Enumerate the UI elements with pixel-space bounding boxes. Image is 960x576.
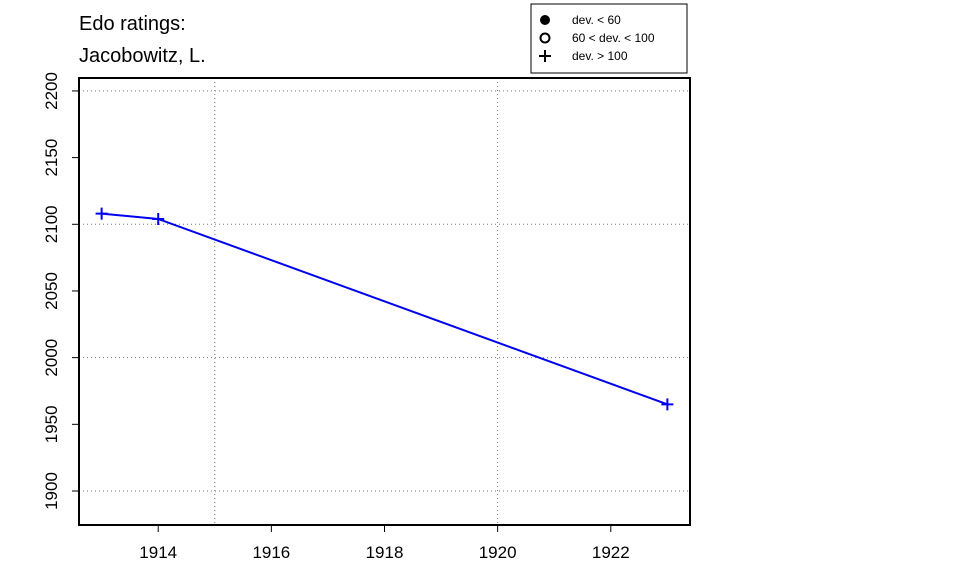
- y-tick-label: 2050: [42, 272, 61, 310]
- legend-symbol: [539, 32, 551, 44]
- y-tick-label: 1900: [42, 472, 61, 510]
- legend-label: dev. < 60: [572, 13, 621, 27]
- y-tick-label: 2150: [42, 139, 61, 177]
- point: [152, 212, 165, 225]
- line: [101, 212, 668, 406]
- x-tick-label: 1920: [479, 543, 517, 562]
- point: [95, 207, 108, 220]
- legend-symbol: [540, 15, 550, 25]
- x-tick-label: 1916: [252, 543, 290, 562]
- y-tick-label: 2000: [42, 339, 61, 377]
- chart-subtitle: Jacobowitz, L.: [79, 45, 206, 67]
- y-tick-label: 2200: [42, 72, 61, 110]
- chart-title: Edo ratings:: [79, 13, 186, 35]
- x-tick-label: 1918: [366, 543, 404, 562]
- legend-box: [530, 3, 688, 74]
- y-tick-label: 2100: [42, 205, 61, 243]
- legend-symbol: [539, 50, 551, 62]
- x-tick-label: 1914: [139, 543, 177, 562]
- legend-label: 60 < dev. < 100: [572, 31, 655, 45]
- legend-label: dev. > 100: [572, 49, 628, 63]
- y-tick-label: 1950: [42, 405, 61, 443]
- point: [661, 398, 674, 411]
- x-tick-label: 1922: [592, 543, 630, 562]
